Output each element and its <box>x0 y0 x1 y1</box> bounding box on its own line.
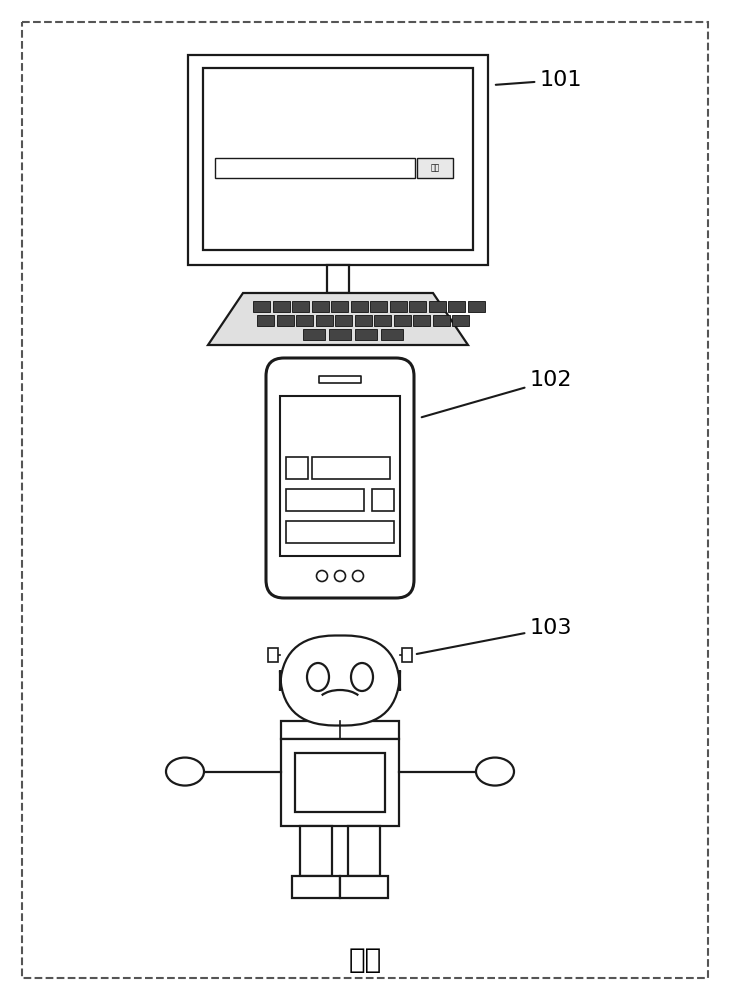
Bar <box>381 329 403 340</box>
Bar <box>331 301 348 312</box>
Bar <box>215 158 415 178</box>
Bar <box>292 876 340 898</box>
Bar <box>257 315 274 326</box>
Bar <box>432 315 450 326</box>
FancyBboxPatch shape <box>266 358 414 598</box>
Bar <box>374 315 391 326</box>
Circle shape <box>353 570 364 582</box>
Bar <box>203 68 473 250</box>
Bar <box>417 158 453 178</box>
Text: 103: 103 <box>417 618 572 654</box>
Bar <box>286 457 308 479</box>
Bar <box>296 315 313 326</box>
Bar <box>370 301 387 312</box>
Bar <box>348 826 380 876</box>
Polygon shape <box>208 293 468 345</box>
Circle shape <box>317 570 328 582</box>
Bar <box>393 315 410 326</box>
Bar <box>286 489 364 511</box>
Bar <box>448 301 465 312</box>
Bar <box>312 301 328 312</box>
Text: 102: 102 <box>422 370 572 417</box>
FancyBboxPatch shape <box>22 22 708 978</box>
Bar <box>413 315 430 326</box>
FancyBboxPatch shape <box>280 636 400 726</box>
Bar <box>295 752 385 812</box>
Ellipse shape <box>307 663 329 691</box>
Bar <box>467 301 485 312</box>
Text: 终端: 终端 <box>348 946 382 974</box>
Bar <box>402 648 412 662</box>
Bar <box>292 301 309 312</box>
Bar <box>372 489 394 511</box>
Bar <box>277 315 293 326</box>
Bar <box>350 301 367 312</box>
Bar <box>452 315 469 326</box>
Bar <box>429 301 445 312</box>
Bar <box>315 315 332 326</box>
Bar <box>188 55 488 265</box>
Bar <box>327 265 349 293</box>
Bar <box>355 315 372 326</box>
Bar <box>281 738 399 826</box>
Bar <box>300 826 332 876</box>
Ellipse shape <box>476 758 514 786</box>
Bar <box>280 396 400 556</box>
Circle shape <box>334 570 345 582</box>
Text: 搜索: 搜索 <box>431 163 439 172</box>
Bar <box>281 720 399 738</box>
Bar <box>303 329 325 340</box>
Bar <box>253 301 270 312</box>
Bar <box>319 376 361 383</box>
Bar <box>329 329 351 340</box>
Ellipse shape <box>166 758 204 786</box>
Bar <box>335 315 352 326</box>
Bar <box>390 301 407 312</box>
Bar <box>409 301 426 312</box>
Bar <box>312 457 390 479</box>
Bar <box>340 876 388 898</box>
Bar <box>268 648 278 662</box>
Bar <box>272 301 290 312</box>
Bar <box>355 329 377 340</box>
Text: 101: 101 <box>496 70 583 90</box>
Ellipse shape <box>351 663 373 691</box>
Bar <box>286 521 394 543</box>
